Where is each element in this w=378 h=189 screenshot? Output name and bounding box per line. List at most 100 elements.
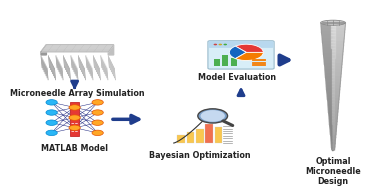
Text: Microneedle Array Simulation: Microneedle Array Simulation: [10, 89, 145, 98]
Polygon shape: [330, 131, 333, 134]
Polygon shape: [322, 39, 333, 42]
Polygon shape: [333, 105, 338, 108]
Polygon shape: [332, 35, 335, 39]
Polygon shape: [333, 58, 342, 61]
Polygon shape: [331, 140, 333, 143]
Polygon shape: [332, 118, 334, 121]
Polygon shape: [327, 89, 333, 93]
Polygon shape: [332, 45, 335, 48]
Polygon shape: [324, 54, 333, 58]
Text: Bayesian Optimization: Bayesian Optimization: [149, 151, 251, 160]
Polygon shape: [333, 108, 338, 112]
Polygon shape: [333, 42, 344, 45]
Circle shape: [69, 115, 80, 120]
Polygon shape: [324, 58, 333, 61]
Polygon shape: [333, 115, 338, 118]
Polygon shape: [327, 93, 333, 96]
Polygon shape: [332, 89, 334, 93]
Polygon shape: [333, 140, 335, 143]
Polygon shape: [332, 39, 335, 42]
Polygon shape: [333, 86, 340, 89]
Polygon shape: [332, 112, 334, 115]
Circle shape: [46, 120, 57, 125]
Polygon shape: [325, 77, 333, 80]
Polygon shape: [333, 96, 339, 99]
Polygon shape: [333, 61, 342, 64]
Circle shape: [214, 44, 217, 45]
Polygon shape: [322, 42, 333, 45]
Polygon shape: [333, 70, 341, 74]
Bar: [177, 135, 185, 143]
Polygon shape: [332, 51, 335, 54]
Wedge shape: [235, 44, 263, 52]
FancyBboxPatch shape: [208, 41, 274, 69]
Polygon shape: [325, 80, 333, 83]
Polygon shape: [333, 134, 336, 137]
Polygon shape: [41, 45, 46, 55]
Polygon shape: [333, 51, 343, 54]
Polygon shape: [325, 74, 333, 77]
Polygon shape: [333, 32, 345, 35]
Bar: [196, 129, 204, 143]
Polygon shape: [332, 64, 335, 67]
Polygon shape: [333, 102, 339, 105]
Polygon shape: [321, 23, 333, 26]
Polygon shape: [332, 99, 334, 102]
Polygon shape: [328, 108, 333, 112]
Polygon shape: [333, 29, 345, 32]
Polygon shape: [331, 29, 335, 32]
Polygon shape: [327, 102, 333, 105]
Polygon shape: [333, 23, 345, 26]
Polygon shape: [332, 32, 335, 35]
Polygon shape: [333, 147, 335, 150]
Circle shape: [69, 105, 80, 110]
Polygon shape: [330, 124, 333, 128]
Polygon shape: [333, 118, 337, 121]
Bar: [222, 55, 228, 66]
Polygon shape: [332, 115, 334, 118]
Polygon shape: [333, 89, 340, 93]
Polygon shape: [333, 77, 341, 80]
Polygon shape: [332, 147, 333, 150]
Polygon shape: [333, 124, 334, 128]
Ellipse shape: [321, 20, 345, 25]
Text: Model Evaluation: Model Evaluation: [198, 73, 277, 82]
Polygon shape: [333, 83, 340, 86]
Polygon shape: [331, 26, 335, 29]
Polygon shape: [324, 67, 333, 70]
Polygon shape: [322, 45, 333, 48]
Polygon shape: [328, 105, 333, 108]
Polygon shape: [333, 80, 341, 83]
Circle shape: [92, 110, 103, 115]
Polygon shape: [332, 48, 335, 51]
Polygon shape: [333, 54, 343, 58]
Polygon shape: [333, 99, 339, 102]
Circle shape: [198, 109, 228, 123]
Polygon shape: [323, 51, 333, 54]
Polygon shape: [333, 74, 341, 77]
Polygon shape: [108, 45, 114, 55]
Polygon shape: [332, 74, 334, 77]
Polygon shape: [333, 121, 334, 124]
Bar: [215, 127, 223, 143]
Wedge shape: [229, 46, 246, 59]
Polygon shape: [330, 137, 333, 140]
Polygon shape: [332, 77, 334, 80]
Polygon shape: [332, 93, 334, 96]
Polygon shape: [332, 102, 334, 105]
Polygon shape: [333, 143, 335, 147]
Polygon shape: [333, 128, 336, 131]
Polygon shape: [330, 134, 333, 137]
Text: MATLAB Model: MATLAB Model: [41, 144, 108, 153]
Polygon shape: [333, 35, 344, 39]
Polygon shape: [332, 54, 335, 58]
Polygon shape: [333, 26, 345, 29]
Polygon shape: [41, 45, 114, 52]
Polygon shape: [332, 83, 334, 86]
Polygon shape: [333, 48, 343, 51]
Circle shape: [92, 100, 103, 105]
Polygon shape: [327, 96, 333, 99]
Polygon shape: [329, 121, 333, 124]
Bar: [231, 57, 237, 66]
Polygon shape: [331, 143, 333, 147]
